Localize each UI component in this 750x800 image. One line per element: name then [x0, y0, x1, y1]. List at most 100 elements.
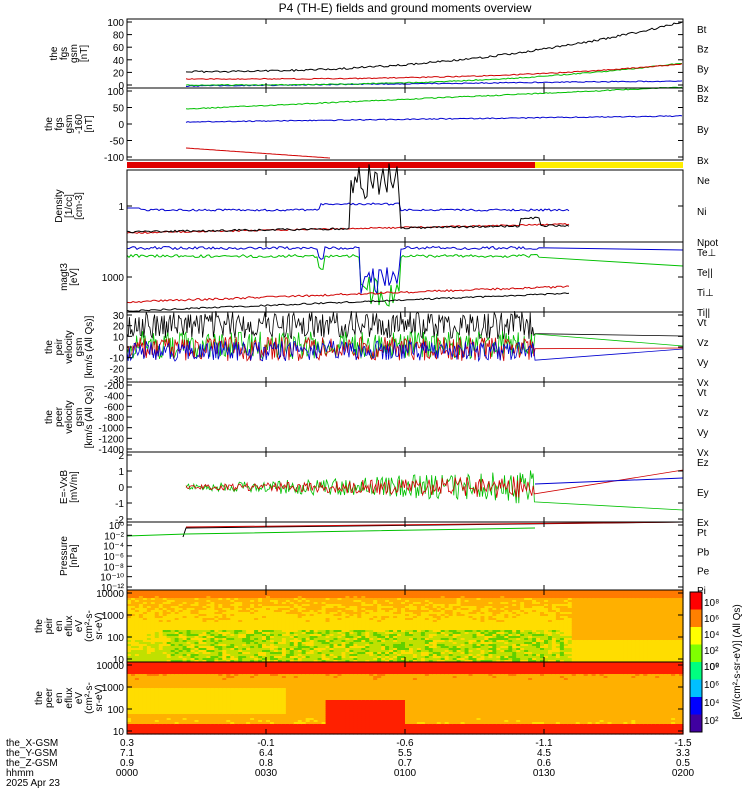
spectrogram-cell	[234, 606, 239, 609]
spectrogram-cell	[365, 596, 370, 599]
spectrogram-cell	[464, 648, 470, 651]
spectrogram-cell	[361, 600, 366, 603]
spectrogram-cell	[202, 622, 208, 625]
spectrogram-cell	[226, 622, 231, 625]
spectrogram-cell	[158, 618, 164, 621]
spectrogram-cell	[266, 590, 271, 593]
spectrogram-cell	[444, 594, 450, 597]
spectrogram-cell	[480, 642, 486, 645]
spectrogram-cell	[262, 590, 267, 593]
spectrogram-cell	[619, 590, 625, 593]
spectrogram-cell	[222, 614, 227, 617]
spectrogram-cell	[468, 594, 474, 597]
spectrogram-cell	[583, 636, 589, 639]
spectrogram-cell	[548, 632, 553, 635]
spectrogram-cell	[409, 614, 414, 617]
spectrogram-cell	[206, 634, 211, 637]
spectrogram-cell	[472, 622, 478, 625]
spectrogram-cell	[186, 644, 192, 647]
spectrogram-cell	[409, 592, 414, 595]
spectrogram-cell	[131, 608, 136, 611]
spectrogram-cell	[432, 604, 438, 607]
spectrogram-cell	[424, 660, 430, 663]
spectrogram-cell	[436, 632, 442, 635]
spectrogram-cell	[551, 596, 557, 599]
spectrogram-cell	[206, 640, 211, 643]
spectrogram-cell	[198, 608, 204, 611]
spectrogram-cell	[579, 638, 585, 641]
spectrogram-cell	[305, 628, 311, 631]
spectrogram-cell	[377, 650, 382, 653]
spectrogram-cell	[190, 610, 196, 613]
spectrogram-cell	[571, 616, 577, 619]
spectrogram-cell	[258, 614, 263, 617]
spectrogram-cell	[262, 636, 267, 639]
spectrogram-cell	[639, 648, 644, 651]
spectrogram-cell	[559, 604, 565, 607]
spectrogram-cell	[214, 624, 219, 627]
spectrogram-cell	[349, 658, 354, 661]
spectrogram-cell	[635, 644, 640, 647]
spectrogram-cell	[321, 650, 327, 653]
spectrogram-cell	[460, 602, 466, 605]
spectrogram-cell	[456, 614, 462, 617]
spectrogram-cell	[448, 652, 454, 655]
spectrogram-cell	[643, 628, 648, 631]
spectrogram-cell	[555, 626, 561, 629]
spectrogram-cell	[623, 636, 628, 639]
spectrogram-cell	[254, 614, 259, 617]
spectrogram-cell	[528, 654, 533, 657]
spectrogram-cell	[563, 628, 569, 631]
spectrogram-cell	[389, 648, 394, 651]
spectrogram-cell	[226, 630, 231, 633]
y-tick-label: 1	[118, 467, 124, 478]
spectrogram-cell	[587, 652, 593, 655]
spectrogram-cell	[353, 656, 358, 659]
spectrogram-cell	[305, 598, 311, 601]
spectrogram-cell	[150, 614, 156, 617]
spectrogram-cell	[162, 638, 168, 641]
spectrogram-cell	[131, 598, 136, 601]
spectrogram-cell	[436, 644, 442, 647]
spectrogram-cell	[456, 658, 462, 661]
spectrogram-cell	[146, 626, 152, 629]
spectrogram-cell	[599, 660, 605, 663]
spectrogram-cell	[448, 592, 454, 595]
spectrogram-cell	[313, 658, 319, 661]
spectrogram-cell	[238, 606, 243, 609]
spectrogram-cell	[492, 590, 497, 593]
spectrogram-cell	[277, 656, 283, 659]
spectrogram-cell	[158, 610, 164, 613]
spectrogram-cell	[266, 632, 271, 635]
spectrogram-cell	[150, 612, 156, 615]
spectrogram-cell	[595, 604, 601, 607]
spectrogram-cell	[178, 602, 184, 605]
spectrogram-cell	[258, 626, 263, 629]
spectrogram-cell	[627, 610, 632, 613]
spectrogram-cell	[555, 634, 561, 637]
y-tick-label: 10⁻⁴	[103, 542, 124, 553]
spectrogram-cell	[468, 598, 474, 601]
spectrogram-cell	[528, 606, 533, 609]
spectrogram-cell	[452, 632, 458, 635]
spectrogram-cell	[365, 652, 370, 655]
spectrogram-cell	[401, 648, 406, 651]
spectrogram-cell	[162, 654, 168, 657]
spectrogram-cell	[206, 656, 211, 659]
spectrogram-cell	[238, 644, 243, 647]
spectrogram-cell	[297, 642, 303, 645]
spectrogram-cell	[353, 638, 358, 641]
spectrogram-cell	[134, 630, 140, 633]
spectrogram-cell	[432, 602, 438, 605]
panel-frame-peer-v	[126, 381, 684, 453]
spectrogram-cell	[345, 616, 350, 619]
spectrogram-cell	[516, 600, 521, 603]
spectrogram-cell	[250, 616, 255, 619]
spectrogram-cell	[349, 606, 354, 609]
spectrogram-cell	[277, 604, 283, 607]
spectrogram-cell	[540, 630, 545, 633]
spectrogram-cell	[138, 630, 144, 633]
spectrogram-cell	[571, 618, 577, 621]
spectrogram-cell	[424, 612, 430, 615]
spectrogram-cell	[270, 612, 275, 615]
